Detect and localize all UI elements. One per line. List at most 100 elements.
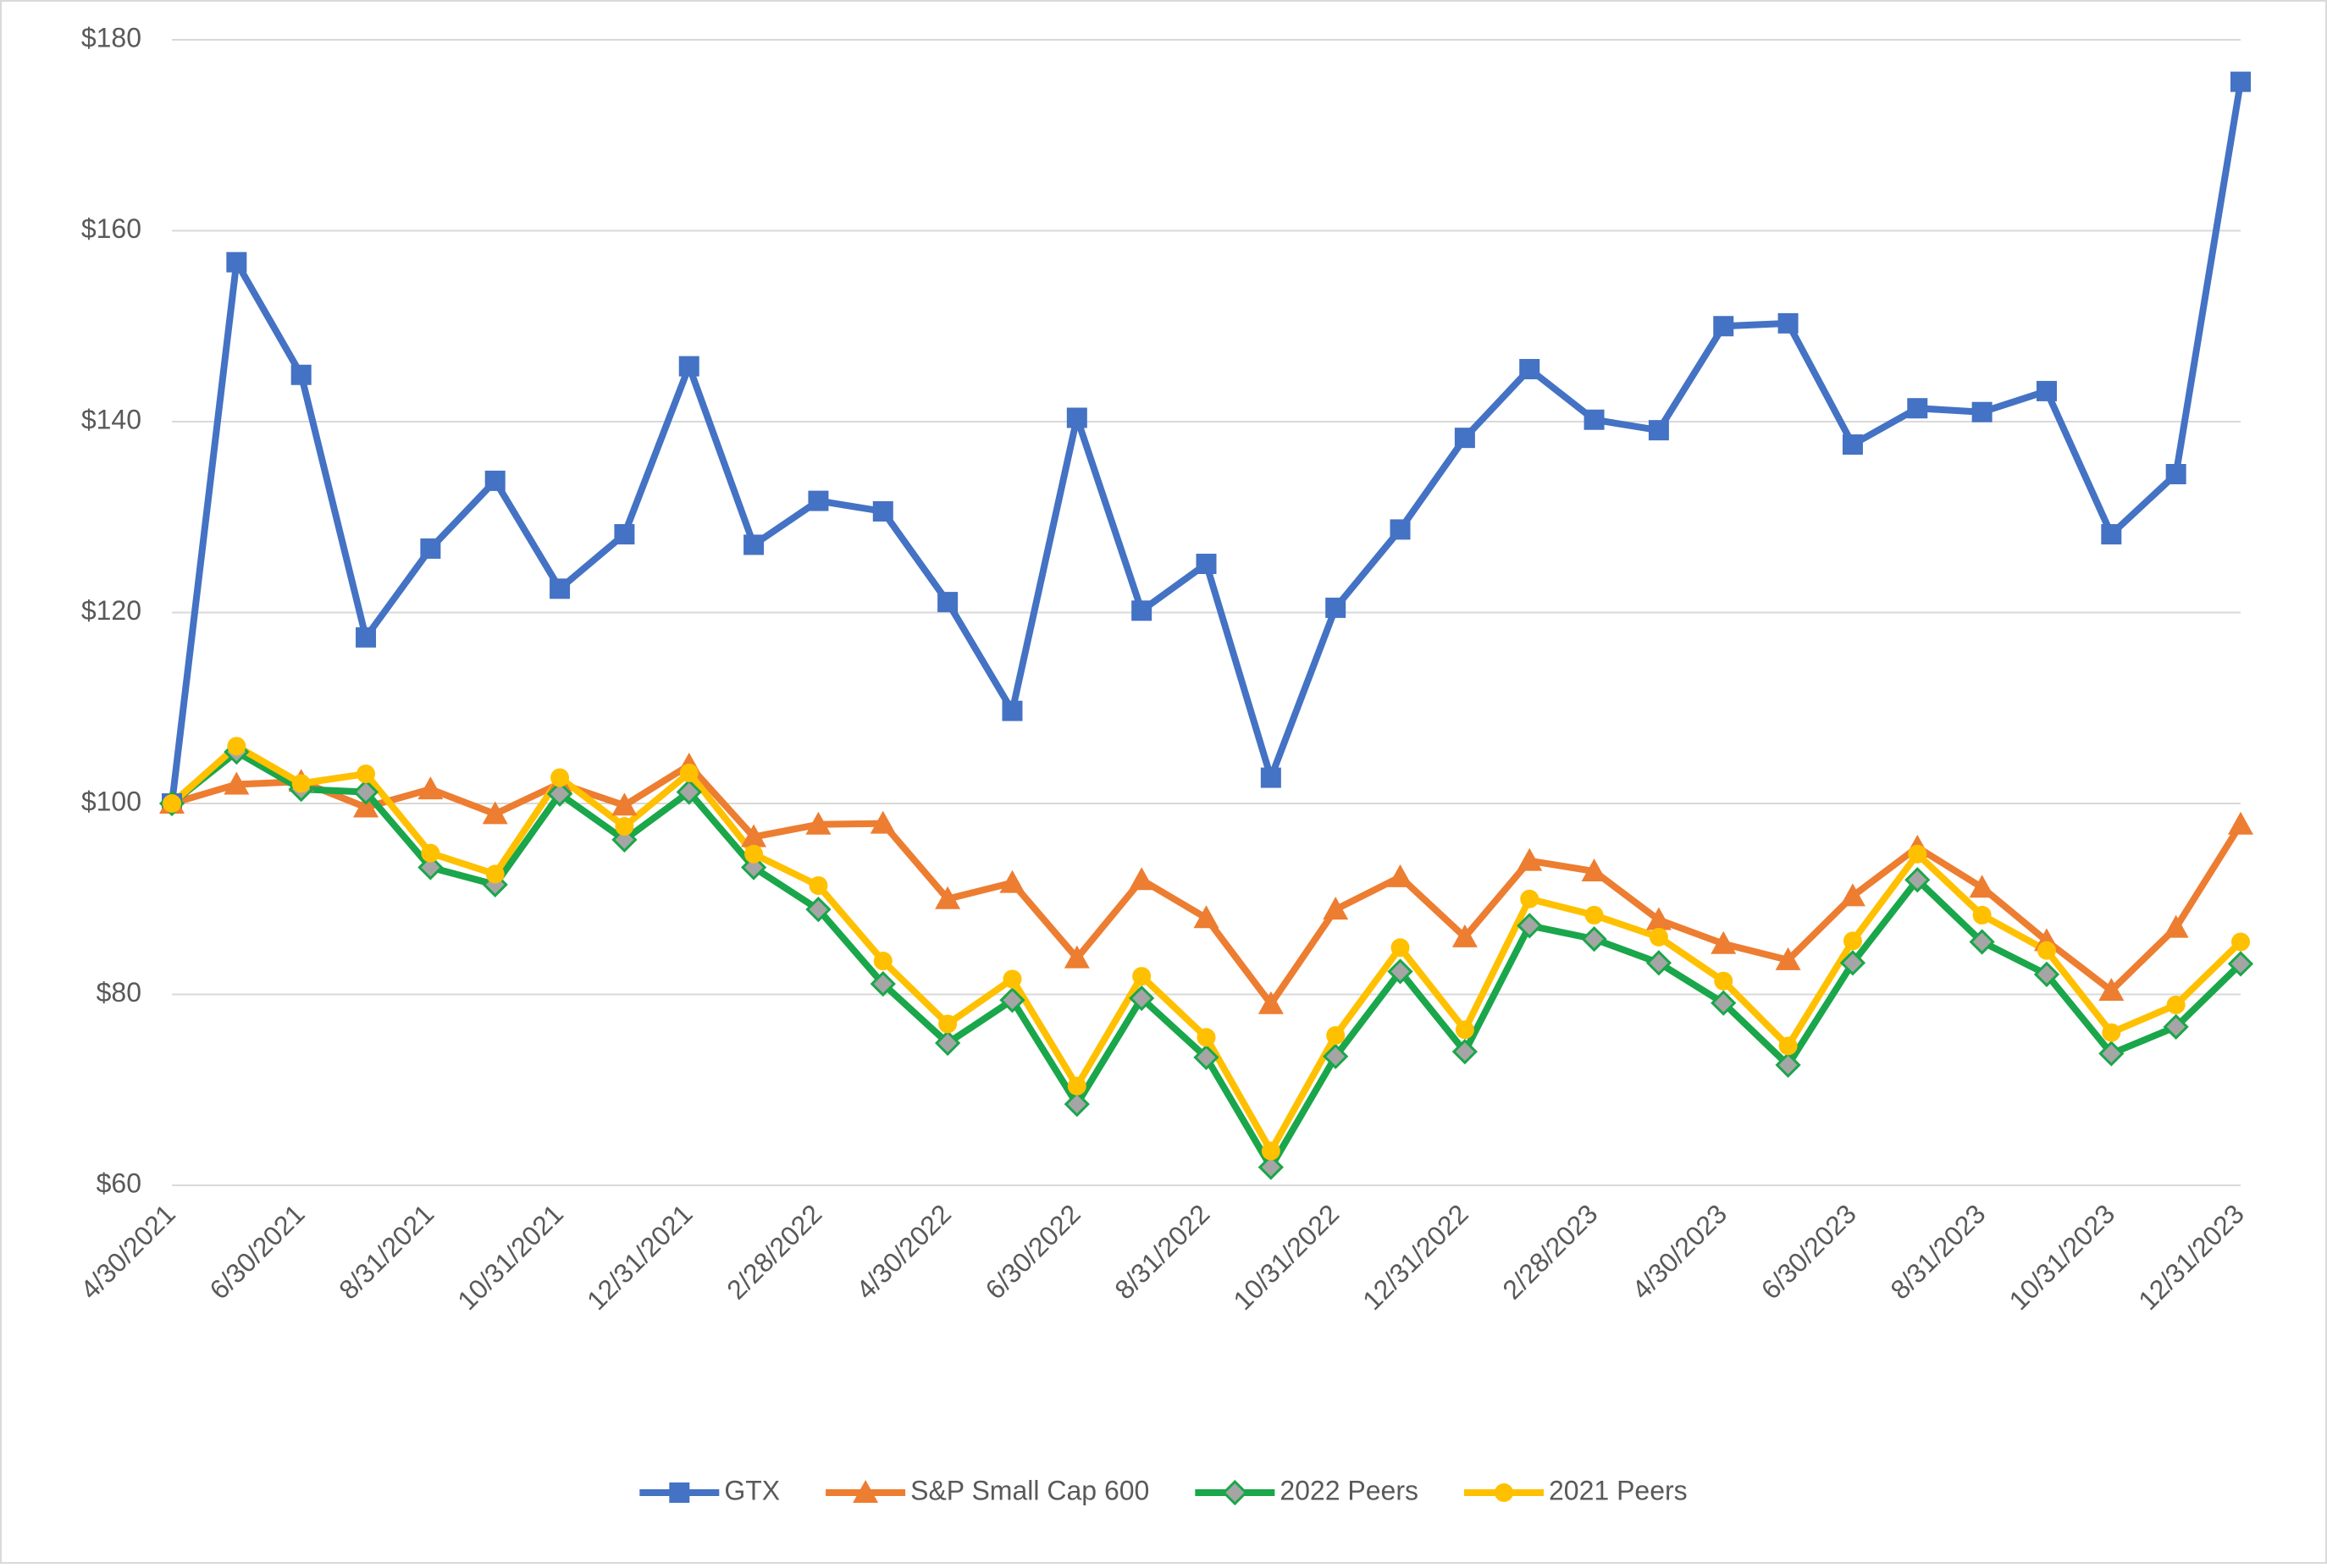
marker	[291, 774, 311, 793]
y-tick-label: $80	[97, 977, 141, 1008]
marker	[805, 897, 832, 923]
marker	[1581, 859, 1607, 882]
marker	[356, 627, 377, 648]
marker	[2036, 380, 2057, 401]
marker	[227, 737, 246, 756]
marker	[353, 794, 379, 818]
marker	[1713, 316, 1734, 337]
marker	[1969, 875, 1995, 898]
marker	[550, 578, 571, 599]
marker	[1196, 553, 1217, 574]
marker	[1387, 864, 1413, 887]
marker	[2165, 464, 2186, 485]
marker	[679, 763, 699, 782]
marker	[226, 251, 247, 273]
marker	[224, 771, 250, 795]
marker	[484, 470, 506, 491]
marker	[1842, 434, 1863, 455]
marker	[1714, 971, 1733, 991]
marker	[935, 1030, 961, 1057]
marker	[1067, 1076, 1086, 1096]
marker	[2102, 1023, 2121, 1042]
marker	[1775, 947, 1801, 970]
marker	[546, 781, 573, 807]
marker	[1129, 867, 1155, 891]
marker	[743, 534, 765, 555]
marker	[2227, 951, 2254, 977]
marker	[1775, 1052, 1801, 1079]
legend-item: GTX	[639, 1475, 780, 1505]
marker	[1003, 969, 1022, 989]
legend-label: 2022 Peers	[1280, 1475, 1418, 1505]
marker	[1711, 990, 1737, 1016]
marker	[1972, 905, 1992, 925]
marker	[1257, 1154, 1284, 1180]
marker	[1323, 1043, 1349, 1069]
y-tick-label: $180	[81, 22, 141, 52]
marker	[872, 500, 893, 522]
marker	[2033, 961, 2060, 987]
marker	[417, 854, 444, 881]
marker	[870, 970, 896, 997]
marker	[1517, 847, 1543, 871]
marker	[2163, 1013, 2189, 1040]
marker	[1648, 420, 1669, 441]
marker	[1197, 1028, 1216, 1047]
marker	[1066, 407, 1087, 428]
marker	[740, 854, 767, 881]
marker	[1326, 1025, 1346, 1045]
marker	[1839, 950, 1866, 976]
marker	[744, 844, 764, 864]
marker	[1517, 913, 1543, 939]
marker	[1323, 897, 1349, 920]
marker	[1777, 312, 1799, 334]
marker	[873, 952, 893, 971]
marker	[1064, 945, 1090, 969]
marker	[1064, 1091, 1090, 1118]
marker	[1519, 358, 1540, 379]
legend: GTX S&P Small Cap 600 2022 Peers 2021 Peers	[639, 1475, 1688, 1505]
legend-item: 2022 Peers	[1195, 1475, 1418, 1505]
marker	[935, 886, 961, 909]
marker	[853, 1480, 879, 1503]
marker	[669, 1482, 690, 1503]
marker	[741, 824, 767, 847]
marker	[1260, 767, 1281, 788]
marker	[357, 765, 376, 784]
marker	[1129, 985, 1155, 1012]
legend-item: 2021 Peers	[1464, 1475, 1688, 1505]
marker	[808, 490, 829, 511]
marker	[611, 826, 638, 853]
marker	[1645, 950, 1672, 976]
marker	[1387, 958, 1413, 985]
marker	[2228, 811, 2253, 835]
y-tick-label: $160	[81, 213, 141, 244]
marker	[615, 817, 634, 836]
marker	[1193, 905, 1219, 929]
marker	[1645, 907, 1672, 930]
marker	[1222, 1479, 1248, 1506]
marker	[352, 779, 379, 805]
marker	[421, 843, 440, 863]
marker	[1390, 519, 1411, 540]
marker	[2163, 914, 2189, 938]
y-tick-label: $100	[81, 786, 141, 816]
marker	[420, 538, 441, 559]
marker	[1904, 867, 1931, 893]
marker	[1257, 991, 1284, 1014]
marker	[2101, 524, 2122, 545]
marker	[614, 524, 635, 545]
y-tick-label: $120	[81, 595, 141, 626]
marker	[1132, 967, 1152, 986]
marker	[1649, 927, 1668, 947]
legend-item: S&P Small Cap 600	[826, 1475, 1149, 1505]
marker	[550, 768, 570, 787]
y-tick-label: $60	[97, 1168, 141, 1198]
marker	[999, 870, 1025, 893]
marker	[2037, 941, 2056, 960]
marker	[870, 810, 896, 834]
marker	[1843, 931, 1862, 951]
marker	[1455, 1020, 1474, 1040]
marker	[290, 364, 312, 385]
